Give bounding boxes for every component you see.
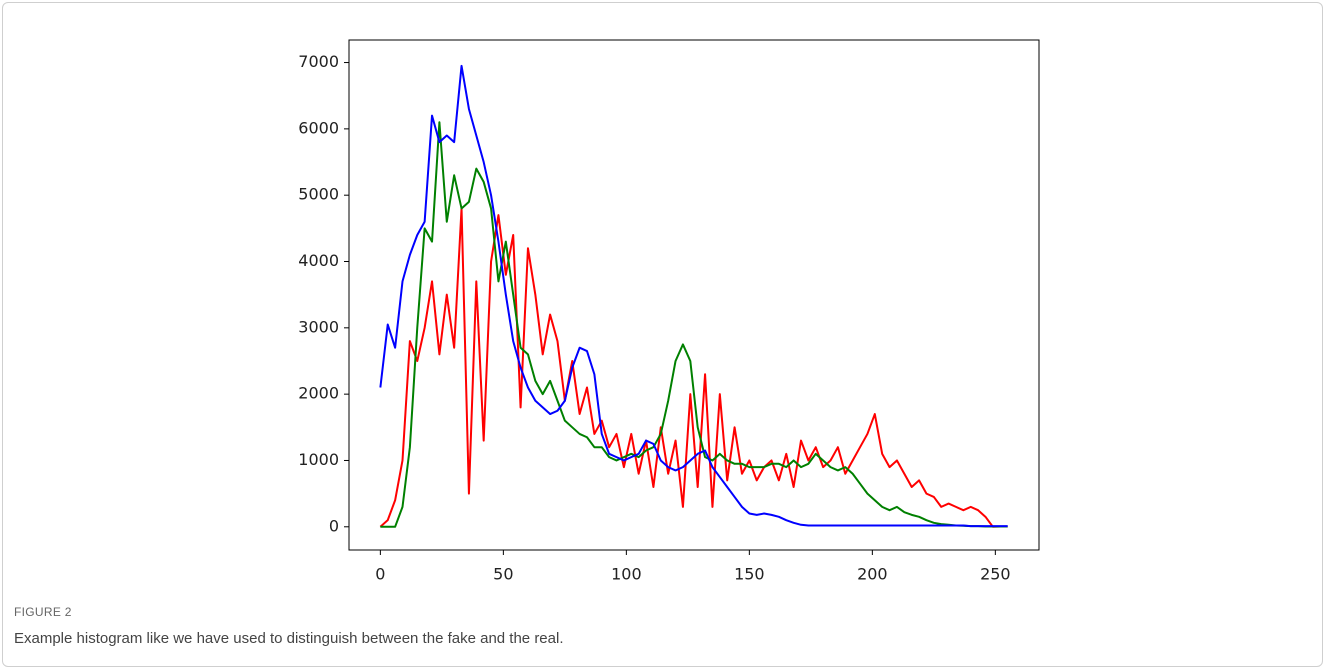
x-tick-label: 50 [493,565,513,584]
y-tick-label: 2000 [298,384,339,403]
y-tick-label: 6000 [298,118,339,137]
data-line [379,64,1008,528]
x-tick-label: 250 [980,565,1011,584]
plot-frame [348,39,1040,551]
y-tick-label: 5000 [298,185,339,204]
x-tick-label: 200 [857,565,888,584]
y-tick-label: 4000 [298,251,339,270]
figure-label: FIGURE 2 [14,605,72,619]
y-tick-label: 0 [329,516,339,535]
y-tick-label: 3000 [298,317,339,336]
x-tick-label: 150 [734,565,765,584]
figure-caption: Example histogram like we have used to d… [14,630,564,647]
x-tick-label: 100 [611,565,642,584]
data-line [380,121,1008,528]
x-tick-label: 0 [375,565,385,584]
y-tick-label: 7000 [298,52,339,71]
data-line [379,207,1008,528]
y-tick-label: 1000 [298,450,339,469]
